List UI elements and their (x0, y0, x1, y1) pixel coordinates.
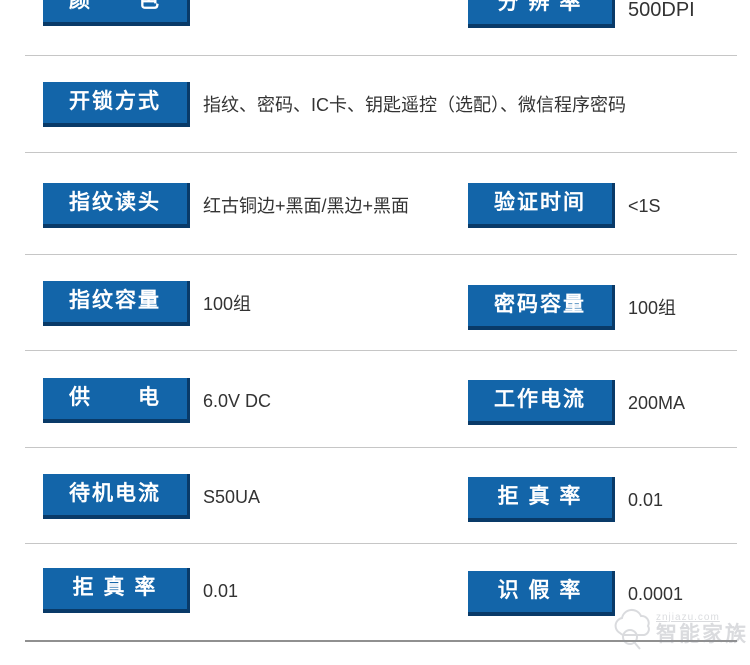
spec-label-false-rejection-rate: 拒 真 率 (468, 477, 615, 522)
spec-label-standby-current: 待机电流 (43, 474, 190, 519)
spec-label-color: 颜 色 (43, 0, 190, 26)
spec-label-working-current: 工作电流 (468, 380, 615, 425)
spec-label-fingerprint-reader: 指纹读头 (43, 183, 190, 228)
spec-value-fingerprint-capacity: 100组 (203, 294, 252, 314)
cloud-magnifier-icon (614, 608, 650, 650)
divider (25, 543, 737, 544)
divider (25, 254, 737, 255)
spec-value-working-current: 200MA (628, 393, 686, 413)
spec-value-false-rejection-rate-2: 0.01 (203, 581, 239, 601)
spec-label-power-supply: 供 电 (43, 378, 190, 423)
spec-label-unlock-method: 开锁方式 (43, 82, 190, 127)
spec-value-standby-current: S50UA (203, 487, 261, 507)
spec-value-verify-time: <1S (628, 196, 661, 216)
spec-value-fingerprint-reader: 红古铜边+黑面/黑边+黑面 (203, 196, 410, 216)
watermark: znjiazu.com 智能家族 (608, 607, 748, 651)
spec-value-power-supply: 6.0V DC (203, 391, 272, 411)
divider (25, 350, 737, 351)
spec-label-false-acceptance-rate: 识 假 率 (468, 571, 615, 616)
spec-label-verify-time: 验证时间 (468, 183, 615, 228)
spec-label-false-rejection-rate-2: 拒 真 率 (43, 568, 190, 613)
watermark-text: znjiazu.com 智能家族 (656, 612, 748, 646)
spec-value-unlock-method: 指纹、密码、IC卡、钥匙遥控（选配）、微信程序密码 (203, 95, 626, 115)
divider (25, 55, 737, 56)
divider (25, 447, 737, 448)
divider (25, 152, 737, 153)
spec-value-resolution: 500DPI (628, 0, 695, 21)
spec-label-resolution: 分 辨 率 (468, 0, 615, 28)
watermark-url: znjiazu.com (656, 611, 720, 623)
spec-value-password-capacity: 100组 (628, 298, 677, 318)
spec-label-fingerprint-capacity: 指纹容量 (43, 281, 190, 326)
spec-value-false-rejection-rate: 0.01 (628, 490, 664, 510)
divider (25, 640, 737, 642)
spec-label-password-capacity: 密码容量 (468, 285, 615, 330)
watermark-brand: 智能家族 (656, 622, 748, 646)
spec-value-false-acceptance-rate: 0.0001 (628, 584, 684, 604)
